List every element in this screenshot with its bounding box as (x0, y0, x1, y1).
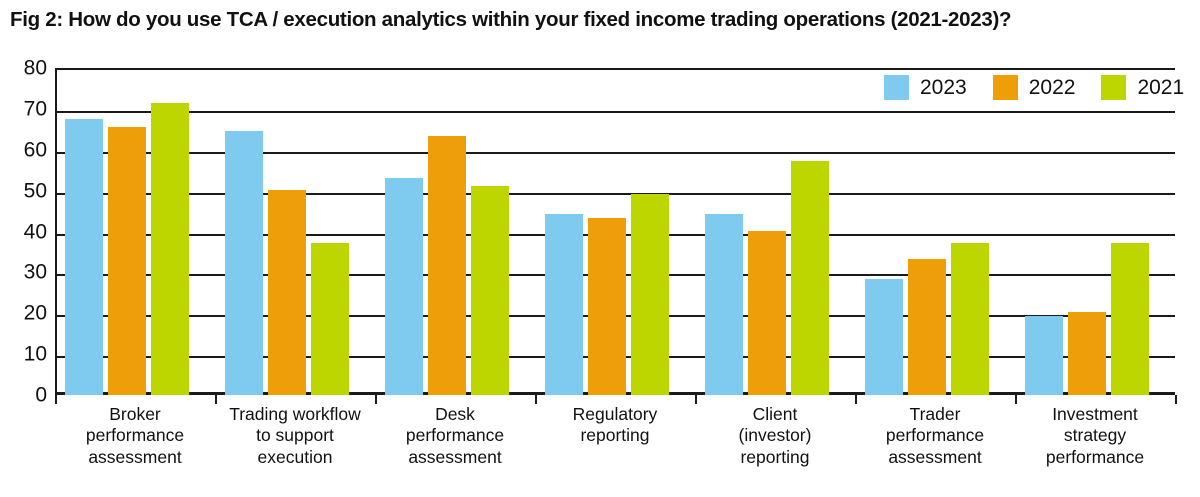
legend-swatch-icon-2023 (884, 74, 909, 100)
x-axis-label-line: Regulatory (572, 404, 658, 424)
x-axis-label-1: Broker performance assessment (55, 404, 215, 468)
x-axis-label-line: Desk (435, 404, 475, 424)
y-axis: 80 70 60 50 40 30 20 10 0 (0, 58, 47, 406)
y-tick-label-40: 40 (23, 220, 47, 243)
legend-swatch-icon-2022 (992, 74, 1018, 100)
bar-group (855, 68, 1015, 395)
x-axis-label-line: Investment (1052, 404, 1138, 424)
legend-label: 2023 (920, 75, 967, 99)
bar-2021-5[interactable] (791, 161, 829, 395)
bar-2023-2[interactable] (225, 131, 263, 395)
x-axis-label-line: (investor) (738, 425, 812, 446)
x-tick (695, 395, 697, 404)
x-tick (1175, 395, 1177, 404)
bar-2023-6[interactable] (865, 278, 903, 395)
x-axis-label-line: Trading workflow (229, 404, 361, 424)
bar-2021-7[interactable] (1111, 242, 1149, 395)
x-axis-label-line: strategy (1063, 425, 1127, 446)
bar-group (375, 68, 535, 395)
x-tick (855, 395, 857, 404)
x-axis-label-line: reporting (580, 425, 650, 446)
bar-group (1015, 68, 1175, 395)
bar-2022-2[interactable] (268, 189, 306, 395)
bar-2022-6[interactable] (908, 259, 946, 395)
x-tick (215, 395, 217, 404)
chart-title: Fig 2: How do you use TCA / execution an… (10, 8, 1012, 31)
x-axis-label-2: Trading workflow to support execution (215, 404, 375, 468)
bar-group (695, 68, 855, 395)
bar-2022-5[interactable] (748, 230, 786, 395)
x-axis-label-line: Trader (909, 404, 961, 424)
bar-2022-3[interactable] (428, 136, 466, 395)
legend-item-2023[interactable]: 2023 (884, 74, 967, 100)
legend-item-2021[interactable]: 2021 (1101, 74, 1185, 100)
bar-2021-4[interactable] (631, 193, 669, 395)
x-axis-label-line: assessment (888, 446, 982, 467)
y-tick-label-70: 70 (23, 97, 47, 121)
x-axis-label-line: performance (885, 425, 985, 446)
x-axis-label-line: performance (405, 425, 505, 446)
x-axis-label-line: assessment (408, 446, 502, 467)
x-tick (375, 395, 377, 404)
bar-2023-7[interactable] (1025, 316, 1063, 395)
legend-item-2022[interactable]: 2022 (992, 74, 1076, 100)
bar-group (535, 68, 695, 395)
bar-group (215, 68, 375, 395)
x-axis-label-line: performance (85, 425, 185, 446)
y-tick-label-10: 10 (23, 342, 47, 366)
x-axis-label-line: reporting (740, 446, 810, 467)
x-axis-label-4: Regulatory reporting (535, 404, 695, 447)
y-tick-label-20: 20 (23, 301, 47, 325)
x-axis-label-line: assessment (88, 446, 182, 467)
x-axis-label-line: Broker (109, 404, 161, 424)
x-tick (1015, 395, 1017, 404)
bar-2023-1[interactable] (65, 119, 103, 395)
legend: 2023 2022 2021 (880, 72, 1189, 102)
legend-label: 2021 (1137, 75, 1185, 99)
bar-2022-4[interactable] (588, 218, 626, 395)
x-axis-label-line: execution (257, 446, 333, 467)
x-axis-labels: Broker performance assessment Trading workf… (55, 404, 1175, 494)
x-tick (55, 395, 57, 404)
bar-2021-2[interactable] (311, 242, 349, 395)
bar-2022-7[interactable] (1068, 311, 1106, 395)
bar-2021-3[interactable] (471, 185, 509, 395)
y-tick-label-60: 60 (23, 138, 47, 162)
y-tick-label-50: 50 (23, 179, 47, 203)
bar-2023-5[interactable] (705, 214, 743, 395)
bar-2021-6[interactable] (951, 242, 989, 395)
x-axis-label-7: Investment strategy performance (1015, 404, 1175, 468)
legend-swatch-icon-2021 (1101, 74, 1127, 100)
legend-label: 2022 (1028, 75, 1076, 99)
x-axis-label-6: Trader performance assessment (855, 404, 1015, 468)
y-tick-label-0: 0 (35, 383, 47, 407)
bars-layer (55, 68, 1175, 395)
bar-2022-1[interactable] (108, 127, 146, 395)
y-tick-label-80: 80 (23, 56, 47, 80)
x-axis-label-line: to support (256, 425, 334, 446)
bar-2021-1[interactable] (151, 102, 189, 395)
x-axis-ticks (55, 395, 1177, 405)
bar-2023-3[interactable] (385, 177, 423, 395)
y-tick-label-30: 30 (23, 260, 47, 284)
x-tick (535, 395, 537, 404)
x-axis-label-line: Client (752, 404, 798, 424)
x-axis-label-3: Desk performance assessment (375, 404, 535, 468)
bar-group (55, 68, 215, 395)
x-axis-label-5: Client (investor) reporting (695, 404, 855, 468)
bar-2023-4[interactable] (545, 214, 583, 395)
x-axis-label-line: performance (1045, 446, 1145, 467)
